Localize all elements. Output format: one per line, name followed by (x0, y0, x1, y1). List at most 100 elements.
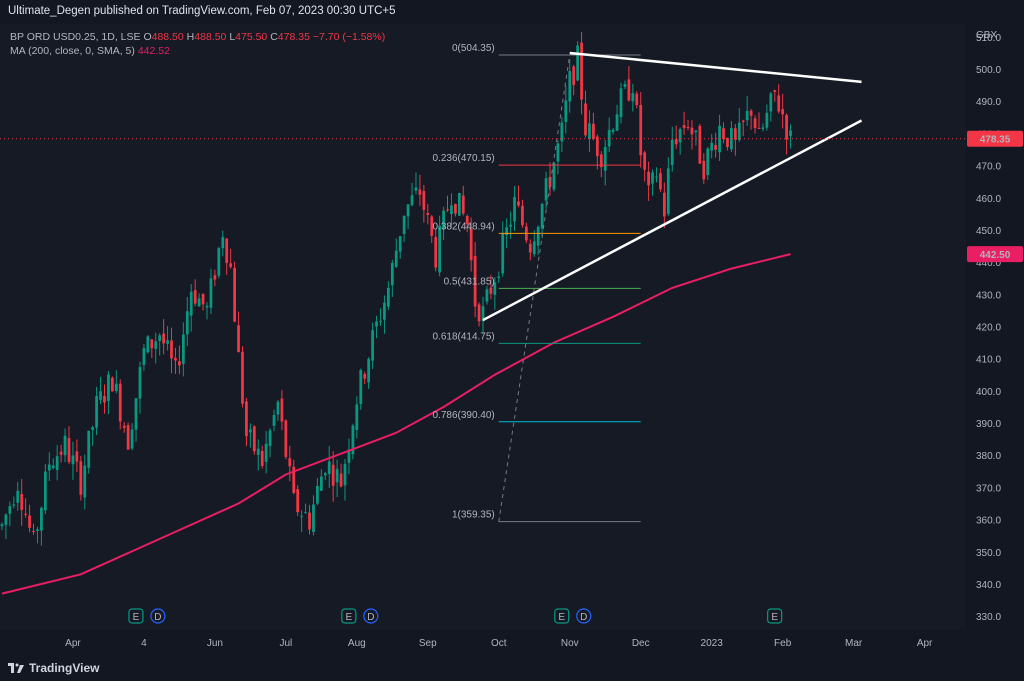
candle-body (197, 298, 201, 307)
candle-body (55, 456, 59, 471)
triangle-trendline[interactable] (569, 51, 862, 84)
candle-body (643, 152, 647, 170)
candle-body (24, 513, 28, 515)
candle-body (473, 255, 477, 307)
candle-body (757, 127, 761, 129)
candle-body (323, 473, 327, 476)
tradingview-logo[interactable]: TradingView (8, 661, 99, 675)
candle-body (91, 427, 95, 430)
ma-200-line[interactable] (1, 253, 791, 595)
last-price-badge (967, 130, 1023, 147)
candle-body (635, 93, 639, 106)
candle-body (118, 383, 122, 422)
candle-body (442, 210, 445, 229)
candle-body (327, 461, 331, 474)
candle-body (170, 340, 173, 359)
candle-body (623, 83, 627, 87)
fib-level-label: 0.5(431.85) (444, 276, 495, 287)
candle-body (268, 430, 272, 446)
candle-body (276, 401, 280, 415)
dividend-icon[interactable] (150, 608, 166, 624)
candle-body (497, 276, 501, 278)
candle-body (454, 203, 457, 214)
candle-body (0, 524, 4, 527)
candle-body (678, 129, 682, 143)
candle-body (580, 42, 583, 100)
candle-body (300, 515, 304, 517)
candle-body (753, 118, 757, 129)
candle-body (682, 125, 686, 129)
symbol-label[interactable]: BP ORD USD0.25, 1D, LSE (10, 31, 141, 43)
candle-body (434, 236, 438, 268)
candle-body (619, 88, 623, 117)
candle-body (59, 451, 63, 455)
dividend-icon[interactable] (576, 608, 592, 624)
y-tick-label: 430.0 (976, 290, 1001, 301)
candle-body (710, 142, 714, 151)
candle-body (603, 146, 607, 171)
y-tick-label: 490.0 (976, 97, 1001, 108)
y-tick-label: 460.0 (976, 194, 1001, 205)
candle-body (20, 494, 24, 511)
candle-body (568, 71, 572, 102)
candle-body (260, 450, 264, 466)
candle-body (398, 236, 402, 252)
candle-body (8, 506, 12, 514)
fib-level-label: 0(504.35) (452, 43, 495, 54)
candle-body (631, 93, 635, 102)
candle-body (611, 129, 615, 132)
candle-body (595, 136, 599, 157)
candle-body (158, 335, 162, 342)
tradingview-logo-icon (8, 663, 24, 673)
candle-body (674, 139, 678, 145)
candle-body (146, 336, 150, 353)
ma-value: 442.52 (137, 45, 170, 57)
fib-level-label: 0.618(414.75) (432, 331, 494, 342)
fib-trend-line[interactable] (498, 54, 571, 522)
earnings-icon-glyph: E (345, 612, 352, 623)
price-axis[interactable] (966, 24, 1024, 657)
candle-body (95, 396, 98, 428)
candle-body (288, 458, 292, 467)
x-tick-label: Nov (561, 638, 579, 649)
candle-body (75, 451, 79, 462)
candle-body (765, 112, 769, 128)
candle-body (572, 66, 576, 85)
fib-level-label: 0.786(390.40) (432, 410, 494, 421)
candle-body (627, 79, 631, 101)
y-tick-label: 420.0 (976, 323, 1001, 334)
candle-body (686, 126, 690, 128)
candle-body (189, 291, 193, 316)
ma-label[interactable]: MA (200, close, 0, SMA, 5) (10, 45, 135, 57)
x-tick-label: Sep (419, 638, 437, 649)
x-tick-label: Jun (207, 638, 223, 649)
price-chart[interactable]: GBX330.0340.0350.0360.0370.0380.0390.040… (0, 24, 1024, 657)
candle-body (185, 311, 189, 335)
triangle-trendline[interactable] (482, 119, 863, 322)
dividend-icon-glyph: D (580, 612, 587, 623)
earnings-icon[interactable] (767, 608, 783, 624)
y-tick-label: 390.0 (976, 419, 1001, 430)
candle-body (737, 122, 741, 140)
candle-body (264, 443, 268, 462)
candle-body (418, 189, 422, 195)
candle-body (233, 267, 236, 322)
dividend-icon[interactable] (363, 608, 379, 624)
candle-body (714, 144, 718, 150)
earnings-icon[interactable] (554, 608, 570, 624)
earnings-icon[interactable] (128, 608, 144, 624)
candle-body (63, 435, 67, 456)
candle-body (40, 507, 43, 531)
candle-body (394, 250, 398, 267)
earnings-icon[interactable] (341, 608, 357, 624)
candle-body (347, 449, 351, 463)
open-label: O (143, 31, 152, 43)
candle-body (355, 404, 359, 430)
high-label: H (186, 31, 195, 43)
candle-body (83, 465, 87, 498)
candle-body (122, 425, 126, 429)
candle-body (292, 466, 296, 493)
time-axis[interactable] (0, 629, 966, 657)
y-tick-label: 440.0 (976, 258, 1001, 269)
candle-body (426, 213, 430, 215)
